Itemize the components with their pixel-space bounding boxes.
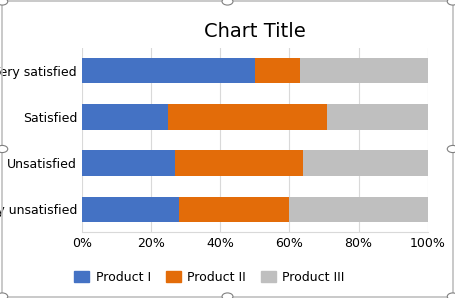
Bar <box>175 150 303 176</box>
Bar <box>82 58 255 83</box>
Title: Chart Title: Chart Title <box>204 21 306 41</box>
Bar <box>300 58 428 83</box>
Bar <box>289 197 428 222</box>
Bar <box>82 150 175 176</box>
Bar <box>303 150 428 176</box>
Bar <box>255 58 300 83</box>
Bar <box>82 197 179 222</box>
Bar <box>168 104 328 130</box>
Legend: Product I, Product II, Product III: Product I, Product II, Product III <box>69 266 349 289</box>
Bar <box>179 197 289 222</box>
Bar <box>82 104 168 130</box>
Bar <box>328 104 428 130</box>
